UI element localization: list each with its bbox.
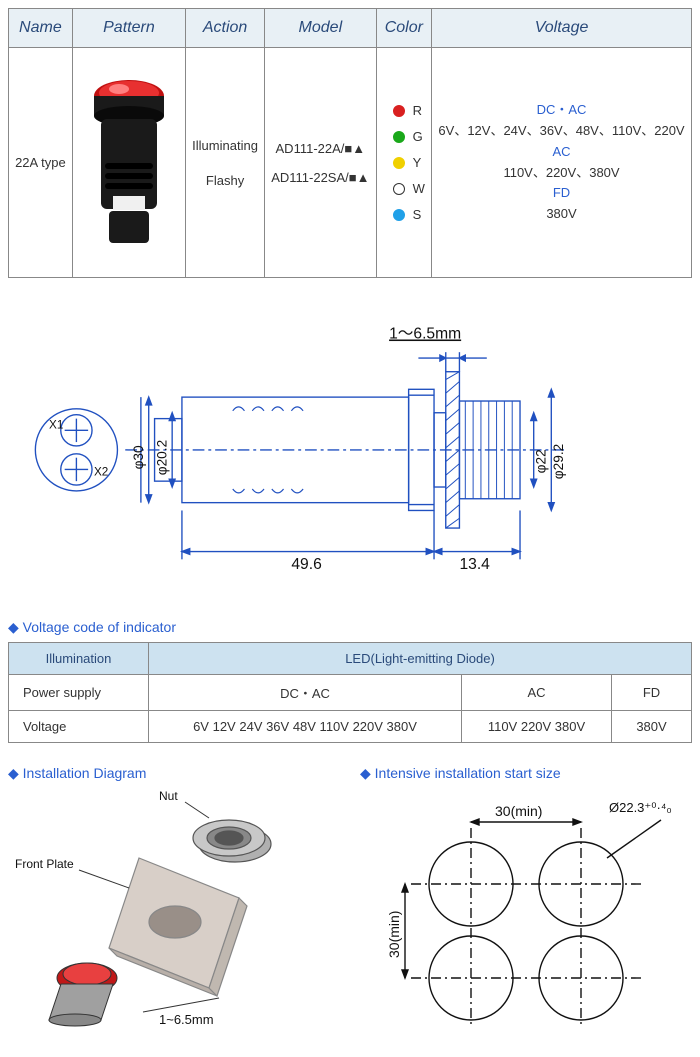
color-dot	[393, 105, 405, 117]
color-option: R	[393, 98, 425, 124]
col-name: Name	[9, 9, 73, 48]
voltage-code-table: Illumination LED(Light-emitting Diode) P…	[8, 642, 692, 743]
install-diagram: Nut Front Plate 1~6.5mm	[8, 788, 340, 1028]
spec-table: Name Pattern Action Model Color Voltage …	[8, 8, 692, 278]
color-option: Y	[393, 150, 425, 176]
col-model: Model	[265, 9, 377, 48]
svg-text:Ø22.3⁺⁰·⁴₀: Ø22.3⁺⁰·⁴₀	[609, 800, 672, 815]
color-dot	[393, 183, 405, 195]
color-option: W	[393, 176, 425, 202]
svg-text:φ29.2: φ29.2	[551, 444, 566, 479]
cell-action: Illuminating Flashy	[186, 48, 265, 278]
svg-text:13.4: 13.4	[459, 556, 490, 573]
svg-text:X2: X2	[94, 465, 108, 478]
svg-text:φ30: φ30	[131, 445, 146, 469]
section-install: Installation Diagram	[8, 765, 340, 782]
svg-text:1~6.5mm: 1~6.5mm	[159, 1012, 214, 1027]
svg-text:φ20.2: φ20.2	[154, 440, 169, 475]
cell-voltage: DC・AC 6V、12V、24V、36V、48V、110V、220V AC 11…	[432, 48, 692, 278]
svg-text:30(min): 30(min)	[495, 803, 542, 819]
color-dot	[393, 157, 405, 169]
section-voltage-code: Voltage code of indicator	[8, 619, 692, 636]
cell-pattern	[72, 48, 185, 278]
col-action: Action	[186, 9, 265, 48]
col-pattern: Pattern	[72, 9, 185, 48]
cell-color: RGYWS	[376, 48, 431, 278]
color-dot	[393, 131, 405, 143]
indicator-image	[79, 71, 179, 251]
technical-drawing: X1 X2	[8, 300, 692, 590]
col-color: Color	[376, 9, 431, 48]
svg-text:Nut: Nut	[159, 789, 178, 803]
svg-text:1～6.5mm: 1～6.5mm	[389, 325, 461, 342]
svg-text:φ22: φ22	[533, 449, 548, 473]
svg-text:Front Plate: Front Plate	[15, 857, 74, 871]
color-option: S	[393, 202, 425, 228]
svg-text:X1: X1	[49, 418, 63, 431]
color-dot	[393, 209, 405, 221]
hole-pattern-drawing: 30(min) 30(min) Ø22.3⁺⁰·⁴₀	[360, 788, 692, 1028]
cell-name: 22A type	[9, 48, 73, 278]
svg-text:30(min): 30(min)	[386, 911, 402, 958]
col-voltage: Voltage	[432, 9, 692, 48]
cell-model: AD111-22A/■▲ AD111-22SA/■▲	[265, 48, 377, 278]
section-holes: Intensive installation start size	[360, 765, 692, 782]
svg-text:49.6: 49.6	[291, 556, 321, 573]
color-option: G	[393, 124, 425, 150]
